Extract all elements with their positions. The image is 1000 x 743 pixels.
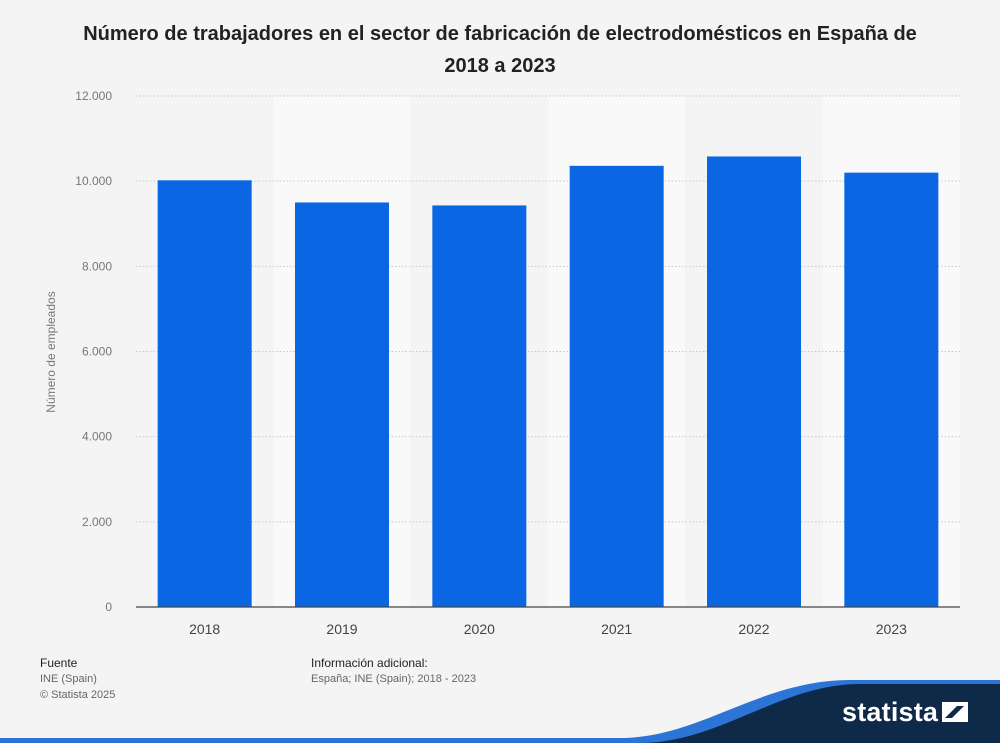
- statista-logo-icon: [942, 702, 968, 722]
- y-tick-label: 12.000: [75, 89, 112, 103]
- x-tick-label: 2021: [601, 621, 632, 637]
- x-tick-label: 2023: [876, 621, 907, 637]
- bar-2018[interactable]: [157, 180, 252, 607]
- bar-2023[interactable]: [844, 172, 939, 607]
- info-label: Información adicional:: [311, 656, 428, 670]
- y-tick-label: 6.000: [82, 345, 112, 359]
- y-axis-ticks: 0 2.000 4.000 6.000 8.000 10.000 12.000: [75, 89, 112, 614]
- y-axis-label: Número de empleados: [44, 291, 58, 412]
- y-tick-label: 4.000: [82, 430, 112, 444]
- bars: [157, 156, 939, 608]
- source-label: Fuente: [40, 656, 78, 670]
- bar-2019[interactable]: [295, 202, 389, 608]
- y-tick-label: 2.000: [82, 515, 112, 529]
- brand-logo[interactable]: statista: [842, 697, 939, 727]
- x-tick-label: 2020: [464, 621, 495, 637]
- bar-2021[interactable]: [569, 165, 664, 607]
- x-tick-label: 2022: [738, 621, 769, 637]
- y-tick-label: 10.000: [75, 174, 112, 188]
- y-tick-label: 8.000: [82, 259, 112, 273]
- x-tick-label: 2018: [189, 621, 220, 637]
- chart-title: Número de trabajadores en el sector de f…: [83, 23, 917, 77]
- copyright: © Statista 2025: [40, 689, 116, 701]
- bar-2020[interactable]: [432, 205, 527, 608]
- x-axis-ticks: 2018 2019 2020 2021 2022 2023: [189, 621, 907, 637]
- gridlines: [136, 95, 960, 523]
- x-tick-label: 2019: [326, 621, 357, 637]
- source-value[interactable]: INE (Spain): [40, 673, 97, 685]
- info-value: España; INE (Spain); 2018 - 2023: [311, 673, 477, 685]
- bar-2022[interactable]: [707, 156, 801, 608]
- y-tick-label: 0: [105, 600, 112, 614]
